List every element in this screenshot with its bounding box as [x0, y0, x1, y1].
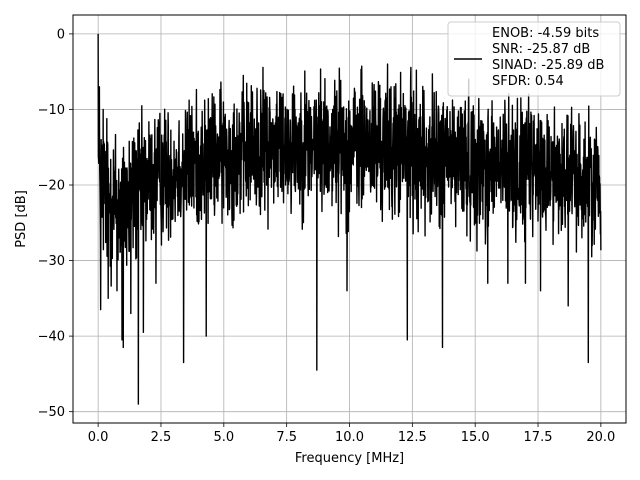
y-tick-label: 0 — [57, 27, 65, 42]
y-tick-label: −10 — [38, 103, 65, 118]
x-tick-label: 15.0 — [461, 430, 490, 445]
series-layer — [97, 33, 602, 405]
x-tick-label: 5.0 — [213, 430, 234, 445]
x-tick-label: 12.5 — [398, 430, 427, 445]
x-tick-label: 10.0 — [335, 430, 364, 445]
x-tick-label: 2.5 — [151, 430, 172, 445]
y-axis-label: PSD [dB] — [14, 190, 29, 248]
y-tick-label: −50 — [38, 405, 65, 420]
legend-box — [447, 21, 621, 97]
legend-sfdr: SFDR: 0.54 — [492, 74, 564, 89]
x-tick-label: 17.5 — [524, 430, 553, 445]
x-axis-label: Frequency [MHz] — [295, 451, 404, 466]
legend-snr: SNR: -25.87 dB — [492, 42, 590, 57]
legend: ENOB: -4.59 bits SNR: -25.87 dB SINAD: -… — [447, 21, 621, 97]
x-tick-label: 7.5 — [276, 430, 297, 445]
y-tick-label: −20 — [38, 179, 65, 194]
x-tick-label: 0.0 — [88, 430, 109, 445]
ticks: 0.0 2.5 5.0 7.5 10.0 12.5 15.0 17.5 20.0 0 −10 −20 −… — [38, 27, 616, 445]
y-tick-label: −40 — [38, 330, 65, 345]
y-tick-label: −30 — [38, 254, 65, 269]
legend-enob: ENOB: -4.59 bits — [492, 26, 599, 41]
x-tick-label: 20.0 — [586, 430, 615, 445]
psd-series-line — [97, 33, 602, 405]
legend-sinad: SINAD: -25.89 dB — [492, 58, 604, 73]
